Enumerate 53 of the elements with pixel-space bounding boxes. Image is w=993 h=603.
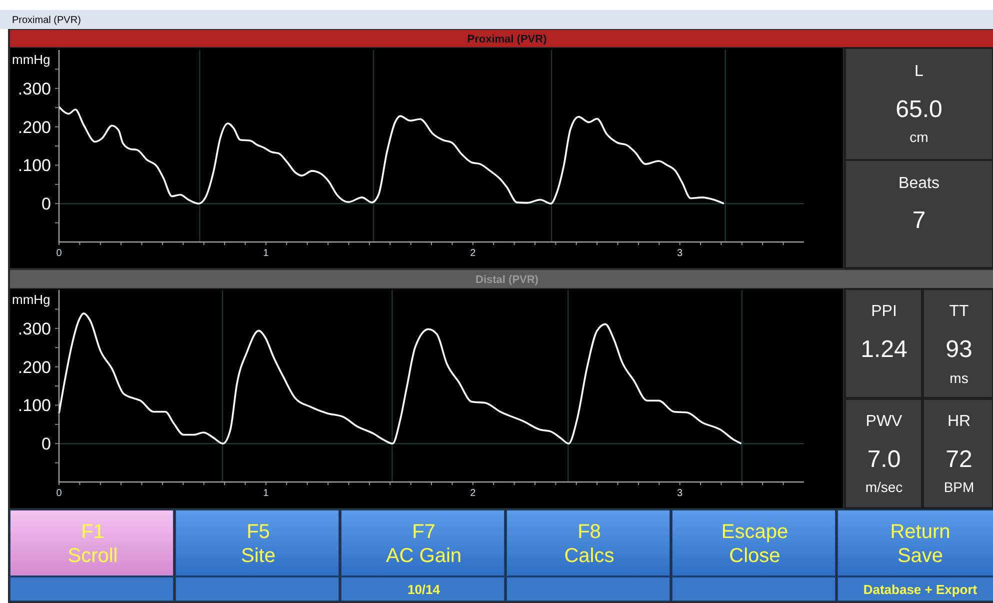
y-tick-label: .100	[18, 396, 51, 416]
y-tick-label: .300	[18, 319, 51, 338]
text: 72	[946, 446, 972, 473]
y-tick-label: .300	[18, 79, 51, 98]
chart-title: Distal (PVR)	[476, 274, 539, 286]
y-tick-label: 0	[42, 194, 51, 214]
text: TT	[949, 303, 969, 320]
text: BPM	[944, 479, 974, 495]
text: PWV	[866, 413, 903, 430]
text: cm	[910, 129, 928, 145]
x-tick-label: 0	[56, 488, 62, 499]
x-tick-label: 0	[56, 248, 62, 259]
text: Scroll	[68, 545, 118, 567]
y-axis-title: mmHg	[12, 52, 50, 67]
x-tick-label: 1	[263, 248, 270, 259]
text: Beats	[898, 175, 940, 192]
x-tick-label: 2	[470, 248, 476, 259]
text: L	[914, 63, 924, 80]
x-tick-label: 2	[470, 488, 476, 499]
chart-title: Proximal (PVR)	[467, 34, 548, 46]
y-tick-label: .100	[18, 156, 51, 176]
text: Site	[241, 545, 276, 567]
text: 65.0	[896, 96, 942, 123]
x-tick-label: 1	[263, 488, 270, 499]
text: Return	[890, 521, 950, 543]
text: Save	[897, 545, 944, 567]
text: F7	[412, 521, 436, 543]
y-axis-title: mmHg	[12, 292, 50, 307]
x-tick-label: 3	[677, 248, 684, 259]
text: Close	[729, 545, 780, 567]
text: m/sec	[865, 479, 903, 495]
text: Escape	[721, 521, 788, 543]
line-series	[58, 312, 742, 444]
text: 7.0	[867, 446, 901, 473]
x-tick-label: 3	[677, 488, 684, 499]
text: Calcs	[564, 545, 614, 567]
line-series	[58, 106, 725, 204]
text: PPI	[871, 303, 897, 320]
text: F1	[81, 521, 104, 543]
text: 10/14	[407, 582, 441, 597]
text: 1.24	[860, 336, 908, 363]
text: Database + Export	[863, 582, 978, 597]
y-tick-label: .200	[18, 118, 51, 137]
text: F5	[246, 521, 270, 543]
text: F8	[578, 521, 601, 543]
text: ms	[950, 370, 968, 386]
text: HR	[947, 413, 971, 430]
text: 7	[912, 207, 926, 234]
y-tick-label: .200	[18, 358, 51, 377]
y-tick-label: 0	[42, 434, 51, 454]
text: Proximal (PVR)	[12, 15, 81, 26]
text: AC Gain	[386, 545, 462, 567]
text: 93	[946, 336, 972, 363]
